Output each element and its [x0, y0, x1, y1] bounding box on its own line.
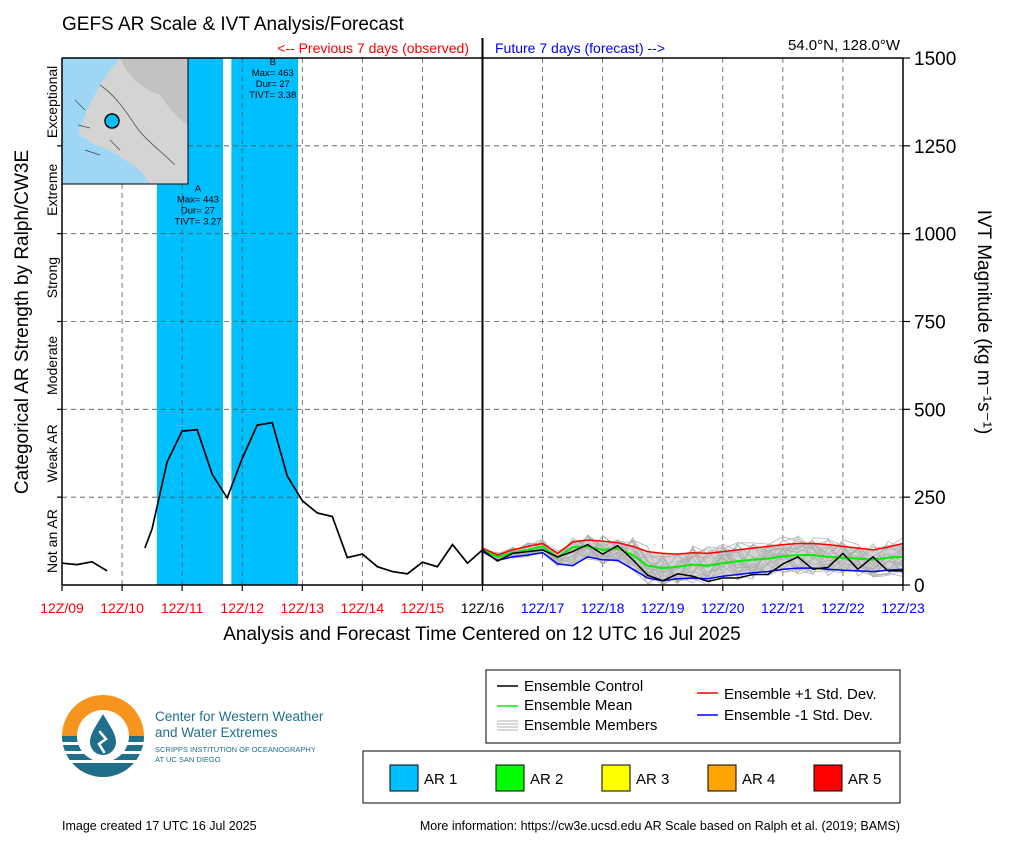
ensemble-member-line — [482, 538, 904, 581]
y-tick-label: 750 — [914, 313, 946, 334]
y-tick-label: 1250 — [914, 137, 956, 158]
line-legend: Ensemble Control Ensemble Mean Ensemble … — [485, 669, 901, 744]
ar-legend-label-3: AR 3 — [636, 771, 669, 788]
series-lines — [61, 421, 904, 583]
ar-category-label: Moderate — [44, 336, 60, 395]
future-label: Future 7 days (forecast) --> — [495, 40, 665, 56]
x-axis: 12Z/09 12Z/10 12Z/11 12Z/12 12Z/13 12Z/14 12Z/… — [40, 585, 925, 616]
more-info: More information: https://cw3e.ucsd.edu … — [420, 819, 900, 833]
y-tick-label: 250 — [914, 488, 946, 509]
ar-event-A-text-3: TIVT= 3.27 — [174, 217, 221, 228]
ar-event-B-text-2: Dur= 27 — [256, 79, 290, 90]
x-tick-label: 12Z/21 — [761, 600, 805, 616]
cw3e-logo: Center for Western Weather and Water Ext… — [62, 695, 324, 777]
legend-mean: Ensemble Mean — [524, 697, 632, 714]
y-tick-label: 1000 — [914, 225, 956, 246]
x-tick-label: 12Z/17 — [521, 600, 565, 616]
observed-segment-1 — [144, 421, 484, 575]
legend-plus-std: Ensemble +1 Std. Dev. — [724, 686, 877, 703]
x-tick-label: 12Z/20 — [701, 600, 745, 616]
series-ensemble-control — [482, 543, 903, 583]
y-tick-label: 500 — [914, 400, 946, 421]
x-tick-label: 12Z/16 — [461, 600, 505, 616]
ar-event-A-text-2: Dur= 27 — [181, 206, 215, 217]
grid — [62, 58, 903, 585]
ar-event-B-text-1: Max= 463 — [252, 68, 294, 79]
x-tick-label: 12Z/09 — [40, 600, 84, 616]
ar-legend-swatch-5 — [813, 764, 843, 792]
logo-line1: Center for Western Weather — [155, 709, 324, 724]
ar-event-A-text-1: Max= 443 — [177, 195, 219, 206]
image-created: Image created 17 UTC 16 Jul 2025 — [62, 819, 257, 833]
ensemble-member-line — [482, 536, 904, 584]
ar-event-B-text-3: TIVT= 3.38 — [249, 90, 296, 101]
ar-legend-swatch-2 — [495, 764, 525, 792]
ar-legend-swatch-1 — [389, 764, 419, 792]
x-tick-label: 12Z/11 — [161, 600, 204, 616]
ar-category-axis: Not an AR Weak AR Moderate Strong Extreme Exc… — [44, 66, 62, 573]
ar-category-label: Exceptional — [44, 66, 60, 138]
logo-line4: AT UC SAN DIEGO — [155, 755, 221, 764]
right-axis-title: IVT Magnitude (kg m⁻¹s⁻¹) — [973, 210, 994, 435]
legend-minus-std: Ensemble -1 Std. Dev. — [724, 707, 873, 724]
ar-category-label: Strong — [44, 257, 60, 298]
previous-label: <-- Previous 7 days (observed) — [277, 40, 469, 56]
ar-legend-swatch-3 — [601, 764, 631, 792]
x-axis-title: Analysis and Forecast Time Centered on 1… — [223, 624, 741, 645]
logo-line2: and Water Extremes — [155, 725, 278, 740]
legend-control: Ensemble Control — [524, 678, 643, 695]
x-tick-label: 12Z/14 — [341, 600, 385, 616]
x-tick-label: 12Z/15 — [401, 600, 445, 616]
x-tick-label: 12Z/18 — [581, 600, 625, 616]
ar-event-A-text-0: A — [195, 184, 202, 195]
ar-category-label: Extreme — [44, 164, 60, 216]
ar-legend-label-1: AR 1 — [424, 771, 457, 788]
series-ensemble-1-std-dev- — [482, 550, 904, 582]
ar-legend-label-2: AR 2 — [530, 771, 563, 788]
y-tick-label: 1500 — [914, 49, 956, 70]
observed-segment-0 — [61, 560, 108, 572]
ar-color-legend: AR 1 AR 2 AR 3 AR 4 AR 5 — [362, 750, 901, 804]
location-label: 54.0°N, 128.0°W — [788, 37, 901, 54]
x-tick-label: 12Z/13 — [280, 600, 324, 616]
ar-legend-label-5: AR 5 — [848, 771, 881, 788]
x-tick-label: 12Z/10 — [100, 600, 144, 616]
logo-line3: SCRIPPS INSTITUTION OF OCEANOGRAPHY — [155, 745, 316, 754]
ar-legend-swatch-4 — [707, 764, 737, 792]
x-tick-label: 12Z/22 — [821, 600, 865, 616]
ar-legend-label-4: AR 4 — [742, 771, 775, 788]
y-tick-label: 0 — [914, 576, 925, 597]
x-tick-label: 12Z/19 — [641, 600, 685, 616]
chart-title: GEFS AR Scale & IVT Analysis/Forecast — [62, 14, 404, 35]
series-ensemble-1-std-dev- — [482, 539, 904, 556]
left-axis-title: Categorical AR Strength by Ralph/CW3E — [12, 150, 33, 494]
ar-event-B-text-0: B — [270, 57, 276, 68]
ar-category-label: Not an AR — [44, 509, 60, 573]
legend-members: Ensemble Members — [524, 717, 657, 734]
inset-map — [61, 57, 189, 185]
x-tick-label: 12Z/12 — [220, 600, 264, 616]
spread-band — [482, 540, 903, 581]
ar-category-label: Weak AR — [44, 424, 60, 482]
x-tick-label: 12Z/23 — [881, 600, 925, 616]
y-axis-right: 0 250 500 750 1000 1250 1500 — [903, 49, 956, 597]
ensemble-member-line — [482, 534, 904, 586]
legend-members-swatch — [497, 720, 518, 731]
